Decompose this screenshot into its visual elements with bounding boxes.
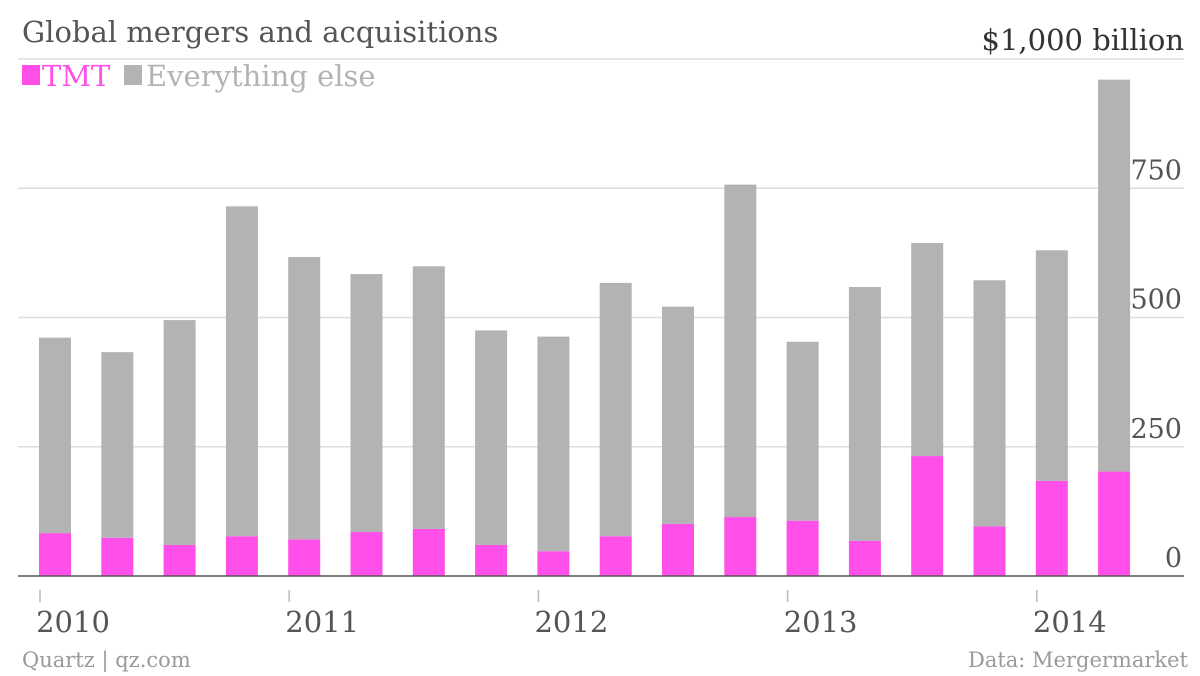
bar-everything-else-17 (1035, 250, 1068, 481)
y-tick-labels: 0 250 500 750 (1130, 155, 1182, 574)
bar-everything-else-6 (350, 274, 383, 533)
bar-everything-else-2 (101, 352, 134, 538)
legend: TMT Everything else (22, 59, 376, 93)
x-tick-label-2011: 2011 (285, 605, 359, 639)
bar-everything-else-4 (225, 206, 258, 537)
y-tick-label-250: 250 (1130, 414, 1182, 445)
bar-tmt-7 (412, 528, 445, 576)
legend-label-tmt: TMT (42, 59, 111, 93)
source-credit: Quartz | qz.com (22, 648, 191, 673)
legend-swatch-everything-else (124, 65, 142, 85)
legend-swatch-tmt (22, 65, 40, 85)
bar-tmt-6 (350, 532, 383, 576)
bar-everything-else-14 (848, 286, 881, 541)
y-tick-label-0: 0 (1165, 543, 1182, 574)
bar-tmt-9 (537, 551, 570, 576)
chart-title: Global mergers and acquisitions (22, 15, 498, 49)
bar-everything-else-10 (599, 282, 632, 537)
bar-everything-else-16 (973, 280, 1006, 527)
bar-everything-else-8 (475, 330, 508, 545)
x-tick-label-2010: 2010 (36, 605, 110, 639)
bar-tmt-4 (225, 536, 258, 576)
bar-everything-else-15 (911, 243, 944, 457)
unit-label: $1,000 billion (982, 23, 1185, 57)
bars (18, 79, 1184, 577)
bar-tmt-5 (288, 539, 321, 576)
x-axis: 2010 2011 2012 2013 2014 (36, 590, 1107, 639)
bar-tmt-17 (1035, 480, 1068, 576)
bar-tmt-16 (973, 526, 1006, 576)
bar-tmt-8 (475, 544, 508, 576)
bar-everything-else-11 (662, 306, 694, 524)
x-tick-label-2012: 2012 (534, 605, 608, 639)
x-tick-label-2013: 2013 (784, 605, 858, 639)
legend-label-everything-else: Everything else (146, 59, 376, 93)
y-tick-label-500: 500 (1130, 285, 1182, 316)
bar-everything-else-9 (537, 336, 570, 552)
bar-tmt-11 (662, 523, 694, 576)
bar-tmt-10 (599, 536, 632, 576)
bar-tmt-12 (724, 517, 757, 576)
bar-everything-else-5 (288, 257, 321, 540)
x-tick-label-2014: 2014 (1033, 605, 1107, 639)
bar-tmt-15 (911, 456, 944, 576)
bar-tmt-18 (1098, 471, 1131, 576)
bar-tmt-2 (101, 537, 134, 576)
bar-everything-else-18 (1098, 79, 1131, 472)
bar-everything-else-7 (412, 266, 445, 529)
bar-tmt-3 (163, 544, 196, 576)
bar-tmt-14 (848, 540, 881, 576)
bar-everything-else-12 (724, 184, 757, 518)
bar-everything-else-3 (163, 320, 196, 545)
data-source: Data: Mergermarket (968, 648, 1189, 672)
bar-everything-else-13 (786, 341, 819, 521)
bar-tmt-13 (786, 520, 819, 576)
bar-everything-else-1 (39, 337, 71, 534)
bar-tmt-1 (39, 533, 71, 576)
y-tick-label-750: 750 (1130, 155, 1182, 186)
